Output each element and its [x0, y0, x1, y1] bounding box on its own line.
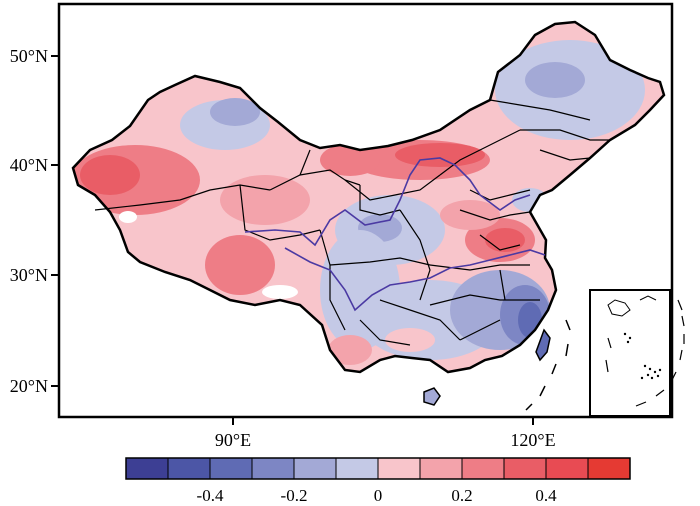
lat-label-50: 50°N: [10, 46, 48, 66]
lon-label-90: 90°E: [215, 430, 251, 450]
lat-label-30: 30°N: [10, 265, 48, 285]
colorbar-swatch: [125, 457, 169, 480]
lon-label-120: 120°E: [510, 430, 555, 450]
south-china-sea-inset: [589, 289, 685, 417]
colorbar-tick-label: -0.2: [281, 486, 308, 505]
nine-dash-segments: [525, 319, 571, 411]
colorbar-swatch: [377, 457, 421, 480]
colorbar-tick-label: -0.4: [197, 486, 224, 505]
colorbar-swatch: [461, 457, 505, 480]
hainan-island: [423, 387, 441, 406]
lat-label-40: 40°N: [10, 155, 48, 175]
taiwan-island: [535, 328, 551, 362]
colorbar-swatch: [587, 457, 631, 480]
colorbar-swatch: [209, 457, 253, 480]
colorbar-tick-label: 0.4: [535, 486, 557, 505]
colorbar-swatch: [167, 457, 211, 480]
colorbar-swatch: [419, 457, 463, 480]
colorbar-swatch: [251, 457, 295, 480]
colorbar: -0.4 -0.2 0 0.2 0.4: [125, 457, 631, 505]
latitude-axis: 50°N 40°N 30°N 20°N: [10, 46, 59, 396]
colorbar-border: [125, 457, 631, 480]
lat-label-20: 20°N: [10, 376, 48, 396]
china-border: [71, 20, 666, 374]
colorbar-swatch: [335, 457, 379, 480]
colorbar-swatch: [503, 457, 547, 480]
colorbar-swatch: [293, 457, 337, 480]
rivers: [244, 157, 546, 312]
longitude-axis: 90°E 120°E: [215, 417, 556, 450]
colorbar-swatch: [545, 457, 589, 480]
colorbar-tick-label: 0.2: [451, 486, 472, 505]
colorbar-tick-label: 0: [374, 486, 383, 505]
